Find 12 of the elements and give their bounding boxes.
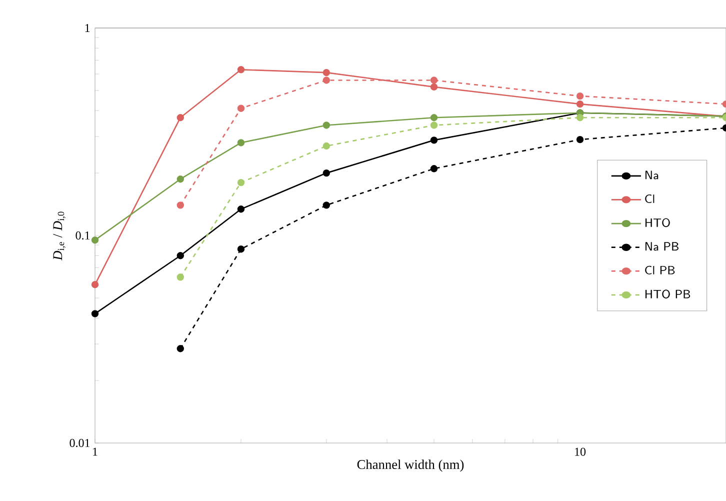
y-tick-label: 0.1	[76, 231, 90, 240]
legend-label: Na	[645, 170, 658, 180]
y-axis-title: D$_{i,e}$ / D$_{i,0}$	[53, 212, 66, 260]
legend-label: Cl	[645, 194, 654, 204]
legend-label: HTO	[645, 218, 670, 228]
legend-label: Cl PB	[645, 266, 675, 274]
legend-label: Na PB	[645, 242, 678, 251]
legend-label: HTO PB	[645, 290, 690, 298]
x-axis-title: Channel width (nm)	[357, 460, 464, 472]
y-tick-label: 0.01	[70, 438, 90, 448]
y-tick-label: 1	[85, 24, 90, 32]
x-tick-label: 10	[575, 448, 586, 456]
